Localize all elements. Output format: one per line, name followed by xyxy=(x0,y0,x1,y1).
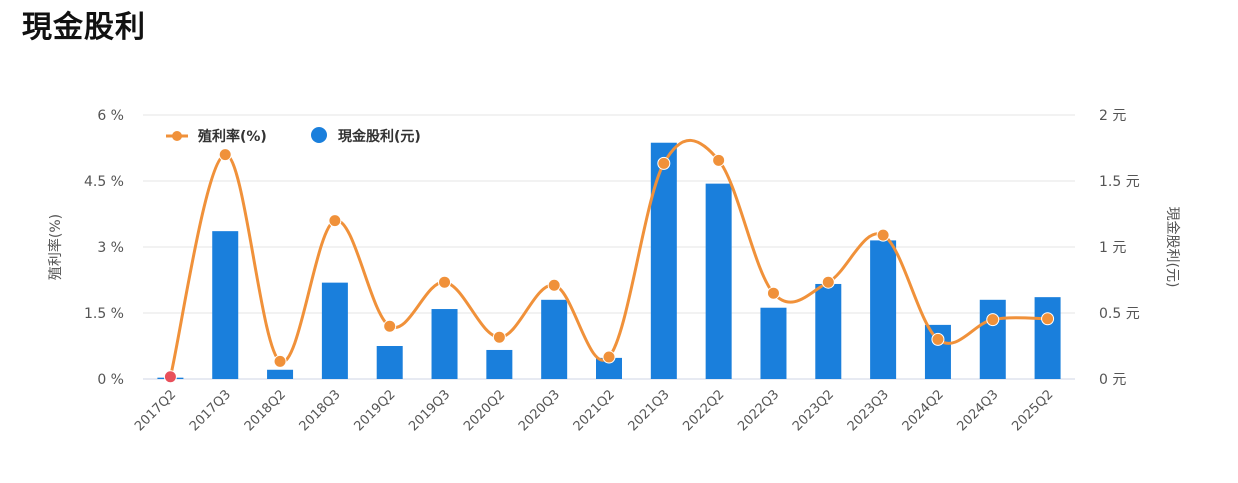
right-axis-ticks: 0 元 0.5 元 1 元 1.5 元 2 元 xyxy=(1099,108,1140,388)
yield-point[interactable] xyxy=(712,153,726,167)
dividend-bar[interactable] xyxy=(431,309,458,379)
left-axis-ticks: 0 % 1.5 % 3 % 4.5 % 6 % xyxy=(84,108,124,388)
page-title: 現金股利 xyxy=(22,10,146,45)
x-tick-label: 2022Q2 xyxy=(680,387,727,434)
yield-point[interactable] xyxy=(273,354,287,368)
dividend-bar[interactable] xyxy=(760,307,787,379)
x-tick-label: 2019Q2 xyxy=(351,387,398,434)
dividend-bar[interactable] xyxy=(705,183,732,379)
x-tick-label: 2023Q2 xyxy=(790,387,837,434)
yield-point[interactable] xyxy=(986,313,1000,327)
right-tick-label: 1.5 元 xyxy=(1099,174,1140,190)
x-axis-ticks: 2017Q2 2017Q3 2018Q2 2018Q3 2019Q2 2019Q3 2020… xyxy=(132,387,1056,434)
dividend-bar[interactable] xyxy=(321,282,348,379)
yield-line xyxy=(168,138,1048,378)
dividend-bar[interactable] xyxy=(541,299,568,379)
grid-lines xyxy=(143,114,1075,380)
right-tick-label: 0.5 元 xyxy=(1099,306,1140,322)
right-tick-label: 2 元 xyxy=(1099,108,1126,124)
right-tick-label: 0 元 xyxy=(1099,372,1126,388)
yield-point[interactable] xyxy=(438,275,452,289)
x-tick-label: 2025Q2 xyxy=(1009,387,1056,434)
x-tick-label: 2024Q3 xyxy=(955,387,1002,434)
left-tick-label: 4.5 % xyxy=(84,174,124,190)
x-tick-label: 2024Q2 xyxy=(900,387,947,434)
yield-points xyxy=(163,148,1055,384)
legend-item-yield[interactable]: 殖利率(%) xyxy=(166,128,267,145)
yield-point[interactable] xyxy=(657,156,671,170)
yield-point[interactable] xyxy=(876,228,890,242)
x-tick-label: 2021Q3 xyxy=(626,387,673,434)
yield-point[interactable] xyxy=(163,370,177,384)
yield-point[interactable] xyxy=(218,148,232,162)
x-tick-label: 2018Q2 xyxy=(242,387,289,434)
x-tick-label: 2022Q3 xyxy=(735,387,782,434)
dividend-bar[interactable] xyxy=(1034,297,1061,379)
left-tick-label: 3 % xyxy=(97,240,124,256)
dividend-bar[interactable] xyxy=(596,357,622,379)
left-tick-label: 6 % xyxy=(97,108,124,124)
dividend-bar[interactable] xyxy=(815,283,842,379)
x-tick-label: 2023Q3 xyxy=(845,387,892,434)
x-tick-label: 2020Q3 xyxy=(516,387,563,434)
yield-point[interactable] xyxy=(766,286,780,300)
right-axis-title: 現金股利(元) xyxy=(1164,207,1180,288)
yield-point[interactable] xyxy=(602,350,616,364)
legend-label-yield: 殖利率(%) xyxy=(197,128,267,145)
yield-point[interactable] xyxy=(821,275,835,289)
bar-series xyxy=(157,142,1061,379)
left-axis-title: 殖利率(%) xyxy=(47,214,64,280)
yield-point[interactable] xyxy=(547,278,561,292)
x-tick-label: 2019Q3 xyxy=(406,387,453,434)
yield-point[interactable] xyxy=(383,319,397,333)
x-tick-label: 2020Q2 xyxy=(461,387,508,434)
dividend-bar[interactable] xyxy=(979,299,1006,379)
legend[interactable]: 殖利率(%) 現金股利(元) xyxy=(166,127,421,145)
legend-item-dividend[interactable]: 現金股利(元) xyxy=(311,127,421,145)
legend-label-dividend: 現金股利(元) xyxy=(338,128,421,145)
dividend-bar[interactable] xyxy=(376,346,403,379)
dividend-bar[interactable] xyxy=(870,240,897,379)
yield-point[interactable] xyxy=(328,214,342,228)
x-tick-label: 2017Q2 xyxy=(132,387,179,434)
dividend-bar[interactable] xyxy=(212,231,239,379)
yield-point[interactable] xyxy=(492,330,506,344)
x-tick-label: 2021Q2 xyxy=(571,387,618,434)
left-tick-label: 1.5 % xyxy=(84,306,124,322)
right-tick-label: 1 元 xyxy=(1099,240,1126,256)
dividend-bar[interactable] xyxy=(267,369,294,379)
yield-point[interactable] xyxy=(1041,312,1055,326)
dividend-bar[interactable] xyxy=(486,349,513,379)
yield-point[interactable] xyxy=(931,332,945,346)
x-tick-label: 2018Q3 xyxy=(297,387,344,434)
x-tick-label: 2017Q3 xyxy=(187,387,234,434)
left-tick-label: 0 % xyxy=(97,372,124,388)
dividend-bar[interactable] xyxy=(650,142,677,379)
